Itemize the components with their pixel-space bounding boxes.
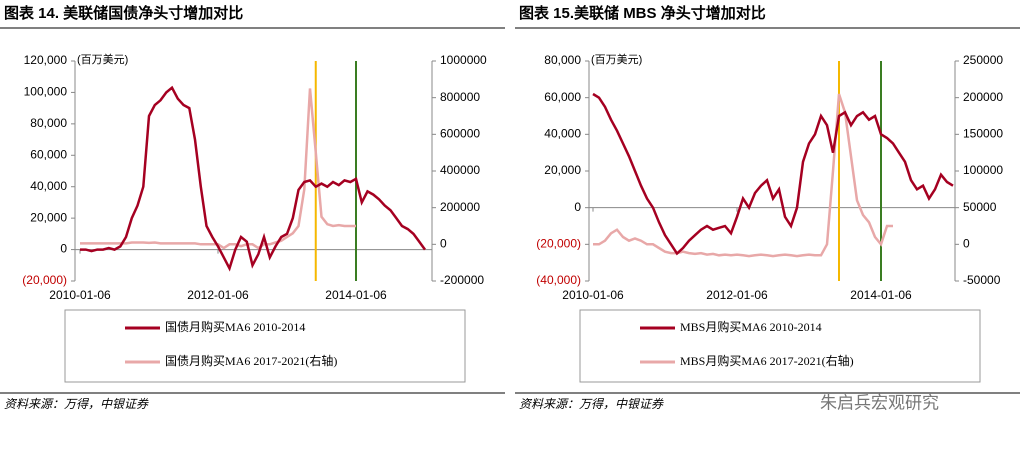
y-tick-label: 80,000 <box>544 53 581 67</box>
legend-label: 国债月购买MA6 2010-2014 <box>165 319 305 334</box>
y-tick-label: 20,000 <box>544 163 581 177</box>
y2-tick-label: 50000 <box>963 200 997 214</box>
y2-tick-label: 0 <box>440 237 447 251</box>
y2-tick-label: -200000 <box>440 273 484 287</box>
y2-tick-label: 200000 <box>963 90 1003 104</box>
unit-label: (百万美元) <box>591 53 642 66</box>
y-tick-label: 40,000 <box>544 127 581 141</box>
y2-tick-label: 150000 <box>963 127 1003 141</box>
y-tick-label: 80,000 <box>30 116 67 130</box>
x-tick-label: 2012-01-06 <box>187 288 249 302</box>
series-line <box>592 92 954 256</box>
y2-tick-label: 600000 <box>440 127 480 141</box>
series-line <box>593 93 893 258</box>
y2-tick-label: 100000 <box>963 163 1003 177</box>
chart-title: 图表 14. 美联储国债净头寸增加对比 <box>4 4 243 22</box>
watermark: 朱启兵宏观研究 <box>820 393 939 412</box>
y2-tick-label: 200000 <box>440 200 480 214</box>
y-tick-label: 100,000 <box>24 85 68 99</box>
legend-label: MBS月购买MA6 2017-2021(右轴) <box>680 353 854 368</box>
legend-box <box>64 309 466 383</box>
y2-tick-label: 800000 <box>440 90 480 104</box>
y2-tick-label: 1000000 <box>440 53 487 67</box>
x-tick-label: 2012-01-06 <box>706 288 768 302</box>
y-tick-label: 0 <box>60 242 67 256</box>
y2-tick-label: 400000 <box>440 163 480 177</box>
y2-tick-label: 0 <box>963 237 970 251</box>
chart-title: 图表 15.美联储 MBS 净头寸增加对比 <box>519 4 766 22</box>
x-tick-label: 2010-01-06 <box>49 288 111 302</box>
y-tick-label: 60,000 <box>544 90 581 104</box>
x-tick-label: 2014-01-06 <box>850 288 912 302</box>
unit-label: (百万美元) <box>77 53 128 66</box>
legend-label: 国债月购买MA6 2017-2021(右轴) <box>165 353 337 368</box>
y-tick-label: (40,000) <box>536 273 581 287</box>
x-tick-label: 2010-01-06 <box>562 288 624 302</box>
y-tick-label: (20,000) <box>536 237 581 251</box>
series-line <box>80 85 427 272</box>
legend-label: MBS月购买MA6 2010-2014 <box>680 319 822 334</box>
y-tick-label: 0 <box>574 200 581 214</box>
y-tick-label: 20,000 <box>30 210 67 224</box>
y-tick-label: 60,000 <box>30 147 67 161</box>
series-line <box>80 88 356 250</box>
legend-box <box>579 309 981 383</box>
source: 资料来源：万得，中银证券 <box>4 397 149 411</box>
y2-tick-label: 250000 <box>963 53 1003 67</box>
source: 资料来源：万得，中银证券 <box>519 397 664 411</box>
x-tick-label: 2014-01-06 <box>325 288 387 302</box>
y2-tick-label: -50000 <box>963 273 1001 287</box>
y-tick-label: 40,000 <box>30 179 67 193</box>
y-tick-label: 120,000 <box>24 53 68 67</box>
y-tick-label: (20,000) <box>22 273 67 287</box>
